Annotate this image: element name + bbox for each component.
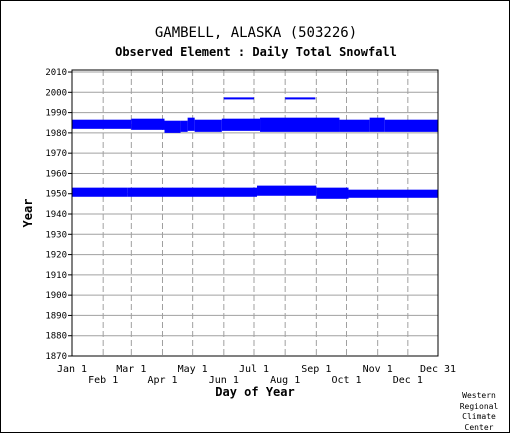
y-tick-label: 1880 — [45, 332, 67, 342]
x-tick-label: Apr 1 — [147, 375, 177, 386]
y-tick-label: 2000 — [45, 88, 67, 98]
y-tick-label: 1910 — [45, 271, 67, 281]
y-tick-label: 1890 — [45, 311, 67, 321]
credit-line: Regional — [459, 401, 499, 411]
y-tick-label: 1900 — [45, 291, 67, 301]
chart-title: GAMBELL, ALASKA (503226) — [154, 25, 358, 41]
snowfall-segment — [369, 117, 385, 132]
x-tick-label: Jun 1 — [209, 375, 239, 386]
snowfall-segment — [257, 185, 317, 196]
x-tick-label: May 1 — [178, 364, 208, 375]
x-tick-label: Dec 1 — [393, 375, 423, 386]
snowfall-segment — [260, 117, 340, 132]
chart-subtitle: Observed Element : Daily Total Snowfall — [115, 45, 397, 59]
x-tick-label: Feb 1 — [88, 375, 118, 386]
y-tick-label: 1980 — [45, 129, 67, 139]
snowfall-segment — [223, 97, 254, 100]
snowfall-segment — [187, 117, 195, 131]
x-tick-label: Aug 1 — [270, 375, 300, 386]
x-tick-label: Dec 31 — [420, 364, 456, 375]
snowfall-segment — [194, 119, 222, 132]
snowfall-segment — [339, 119, 370, 132]
credit-line: Center — [464, 422, 494, 432]
snowfall-segment — [72, 119, 132, 129]
credit-block: Western Regional Climate Center — [453, 391, 505, 433]
x-tick-label: Nov 1 — [363, 364, 393, 375]
y-tick-label: 1990 — [45, 109, 67, 119]
y-tick-label: 1960 — [45, 169, 67, 179]
x-tick-label: Oct 1 — [331, 375, 361, 386]
x-axis-label: Day of Year — [215, 385, 294, 399]
grid-lines — [68, 70, 439, 357]
snowfall-segment — [180, 120, 188, 132]
y-tick-label: 2010 — [45, 68, 67, 78]
snowfall-segment — [127, 187, 258, 197]
snowfall-segment — [72, 187, 128, 197]
plot-border — [71, 69, 439, 357]
y-tick-labels: 1870 1880 1890 1900 1910 1920 1930 1940 1950 1960… — [45, 68, 67, 362]
credit-line: Climate — [462, 412, 496, 421]
y-tick-label: 1930 — [45, 230, 67, 240]
y-tick-label: 1970 — [45, 149, 67, 159]
x-tick-label: Jul 1 — [239, 364, 269, 375]
credit-line: Western — [462, 391, 496, 400]
x-tick-label: Jan 1 — [57, 364, 87, 375]
snowfall-segment — [164, 120, 181, 133]
snowfall-segment — [221, 118, 261, 131]
x-tick-label: Sep 1 — [301, 364, 331, 375]
snowfall-segment — [348, 189, 438, 198]
snowfall-segment — [384, 119, 438, 132]
y-tick-label: 1920 — [45, 251, 67, 261]
y-tick-label: 1950 — [45, 190, 67, 200]
snowfall-segment — [131, 118, 165, 130]
y-tick-label: 1870 — [45, 352, 67, 362]
snowfall-segment — [316, 187, 349, 199]
snowfall-segment — [285, 97, 316, 100]
y-tick-label: 1940 — [45, 210, 67, 220]
y-axis-label: Year — [21, 199, 35, 228]
x-tick-label: Mar 1 — [116, 364, 146, 375]
data-segments — [72, 97, 438, 199]
